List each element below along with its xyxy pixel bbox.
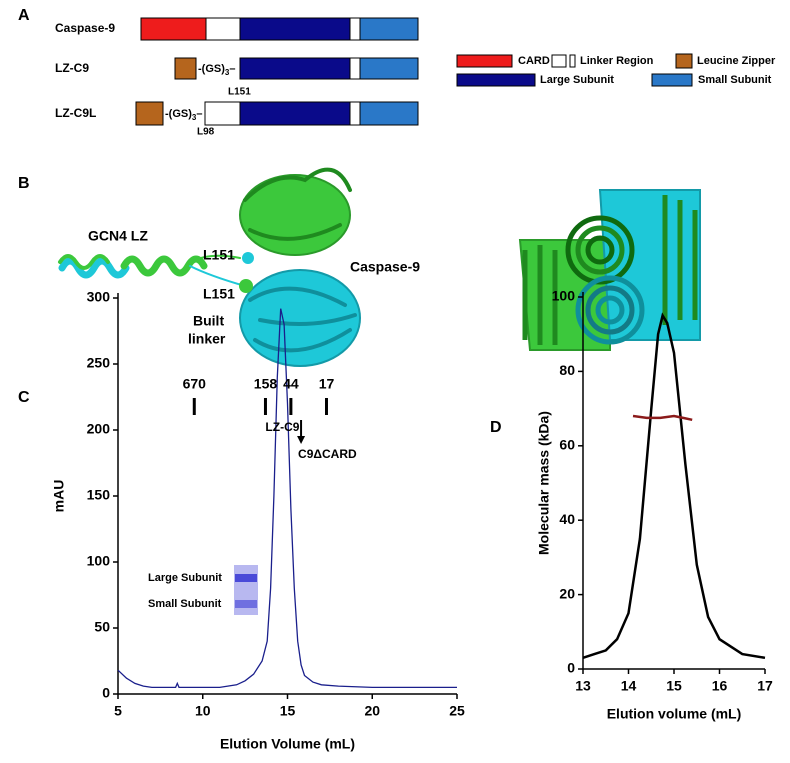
legend-swatch bbox=[651, 73, 693, 87]
arrow-label: C9ΔCARD bbox=[298, 447, 357, 461]
inset-label: Small Subunit bbox=[148, 598, 222, 610]
x-tick-label: 20 bbox=[364, 703, 380, 719]
large-subunit bbox=[239, 57, 351, 80]
panel-letter: B bbox=[18, 175, 30, 192]
structure-label: linker bbox=[188, 331, 226, 347]
legend-swatch bbox=[456, 54, 513, 68]
y-tick-label: 80 bbox=[559, 362, 575, 378]
structure-right bbox=[518, 189, 701, 351]
x-tick-label: 15 bbox=[666, 678, 682, 694]
x-tick-label: 13 bbox=[575, 678, 591, 694]
leucine-zipper bbox=[174, 57, 197, 80]
linker-text: (GS) bbox=[169, 108, 193, 120]
small-subunit bbox=[359, 101, 419, 126]
legend-label: Large Subunit bbox=[540, 74, 614, 86]
y-axis-label: mAU bbox=[51, 480, 67, 513]
y-axis-label: Molecular mass (kDa) bbox=[536, 411, 552, 555]
site-label: L98 bbox=[197, 127, 215, 138]
linker-sub: 3 bbox=[225, 68, 230, 77]
x-tick-label: 5 bbox=[114, 703, 122, 719]
linker-text: -(GS)3– bbox=[198, 63, 235, 77]
gel-band bbox=[235, 600, 257, 608]
small-subunit bbox=[359, 57, 419, 80]
linker-domain bbox=[205, 17, 241, 41]
x-axis-label: Elution Volume (mL) bbox=[220, 736, 355, 752]
x-tick-label: 15 bbox=[280, 703, 296, 719]
structure-label: Caspase-9 bbox=[350, 259, 420, 275]
legend-swatch bbox=[456, 73, 536, 87]
structure-label: L151 bbox=[203, 247, 235, 263]
y-tick-label: 40 bbox=[559, 511, 575, 527]
peak-label: LZ-C9 bbox=[265, 420, 299, 434]
linker-domain bbox=[204, 101, 241, 126]
panel-letter: A bbox=[18, 7, 30, 24]
legend-label: CARD bbox=[518, 55, 550, 67]
legend-label: Leucine Zipper bbox=[697, 55, 776, 67]
legend-label: Small Subunit bbox=[698, 74, 772, 86]
y-tick-label: 100 bbox=[552, 288, 576, 304]
y-tick-label: 250 bbox=[87, 355, 111, 371]
y-tick-label: 0 bbox=[567, 660, 575, 676]
y-tick-label: 20 bbox=[559, 585, 575, 601]
large-subunit bbox=[239, 17, 351, 41]
domain-bars bbox=[135, 17, 419, 126]
y-tick-label: 300 bbox=[87, 289, 111, 305]
small-subunit bbox=[359, 17, 419, 41]
inset-label: Large Subunit bbox=[148, 572, 222, 584]
marker-label: 670 bbox=[183, 376, 207, 392]
legend-label: Linker Region bbox=[580, 55, 654, 67]
large-subunit bbox=[239, 101, 351, 126]
x-axis-label: Elution volume (mL) bbox=[607, 706, 742, 722]
legend-swatch bbox=[675, 53, 693, 69]
linker-text: -(GS)3– bbox=[165, 108, 202, 122]
y-tick-label: 200 bbox=[87, 421, 111, 437]
series-line bbox=[117, 308, 457, 689]
marker-label: 44 bbox=[283, 376, 299, 392]
y-tick-label: 0 bbox=[102, 685, 110, 701]
panel-letter: D bbox=[490, 419, 502, 436]
x-tick-label: 14 bbox=[621, 678, 637, 694]
linker-domain bbox=[349, 101, 361, 126]
marker-label: 17 bbox=[319, 376, 335, 392]
y-tick-label: 150 bbox=[87, 487, 111, 503]
legend-swatch bbox=[569, 54, 576, 68]
linker-domain bbox=[349, 17, 361, 41]
structure-label: L151 bbox=[203, 286, 235, 302]
series-line bbox=[632, 414, 693, 422]
marker-label: 158 bbox=[254, 376, 278, 392]
construct-label: LZ-C9L bbox=[55, 106, 96, 120]
legend-swatch bbox=[551, 54, 567, 68]
linker-sub: 3 bbox=[192, 113, 197, 122]
panel-letter: C bbox=[18, 389, 30, 406]
arrow-head bbox=[297, 436, 306, 444]
x-tick-label: 17 bbox=[757, 678, 773, 694]
structure-label: GCN4 LZ bbox=[88, 228, 148, 244]
series-line bbox=[582, 312, 766, 660]
x-tick-label: 25 bbox=[449, 703, 465, 719]
y-tick-label: 50 bbox=[94, 619, 110, 635]
x-tick-label: 10 bbox=[195, 703, 211, 719]
card-domain bbox=[140, 17, 207, 41]
leucine-zipper bbox=[135, 101, 164, 126]
x-tick-label: 16 bbox=[712, 678, 728, 694]
site-label: L151 bbox=[228, 87, 251, 98]
construct-label: LZ-C9 bbox=[55, 61, 89, 75]
structure-left bbox=[58, 167, 361, 367]
y-tick-label: 100 bbox=[87, 553, 111, 569]
linker-text: (GS) bbox=[202, 63, 226, 75]
gel-band bbox=[235, 574, 257, 582]
structure-label: Built bbox=[193, 313, 224, 329]
linker-domain bbox=[349, 57, 361, 80]
y-tick-label: 60 bbox=[559, 437, 575, 453]
legend bbox=[456, 53, 693, 87]
construct-label: Caspase-9 bbox=[55, 21, 115, 35]
